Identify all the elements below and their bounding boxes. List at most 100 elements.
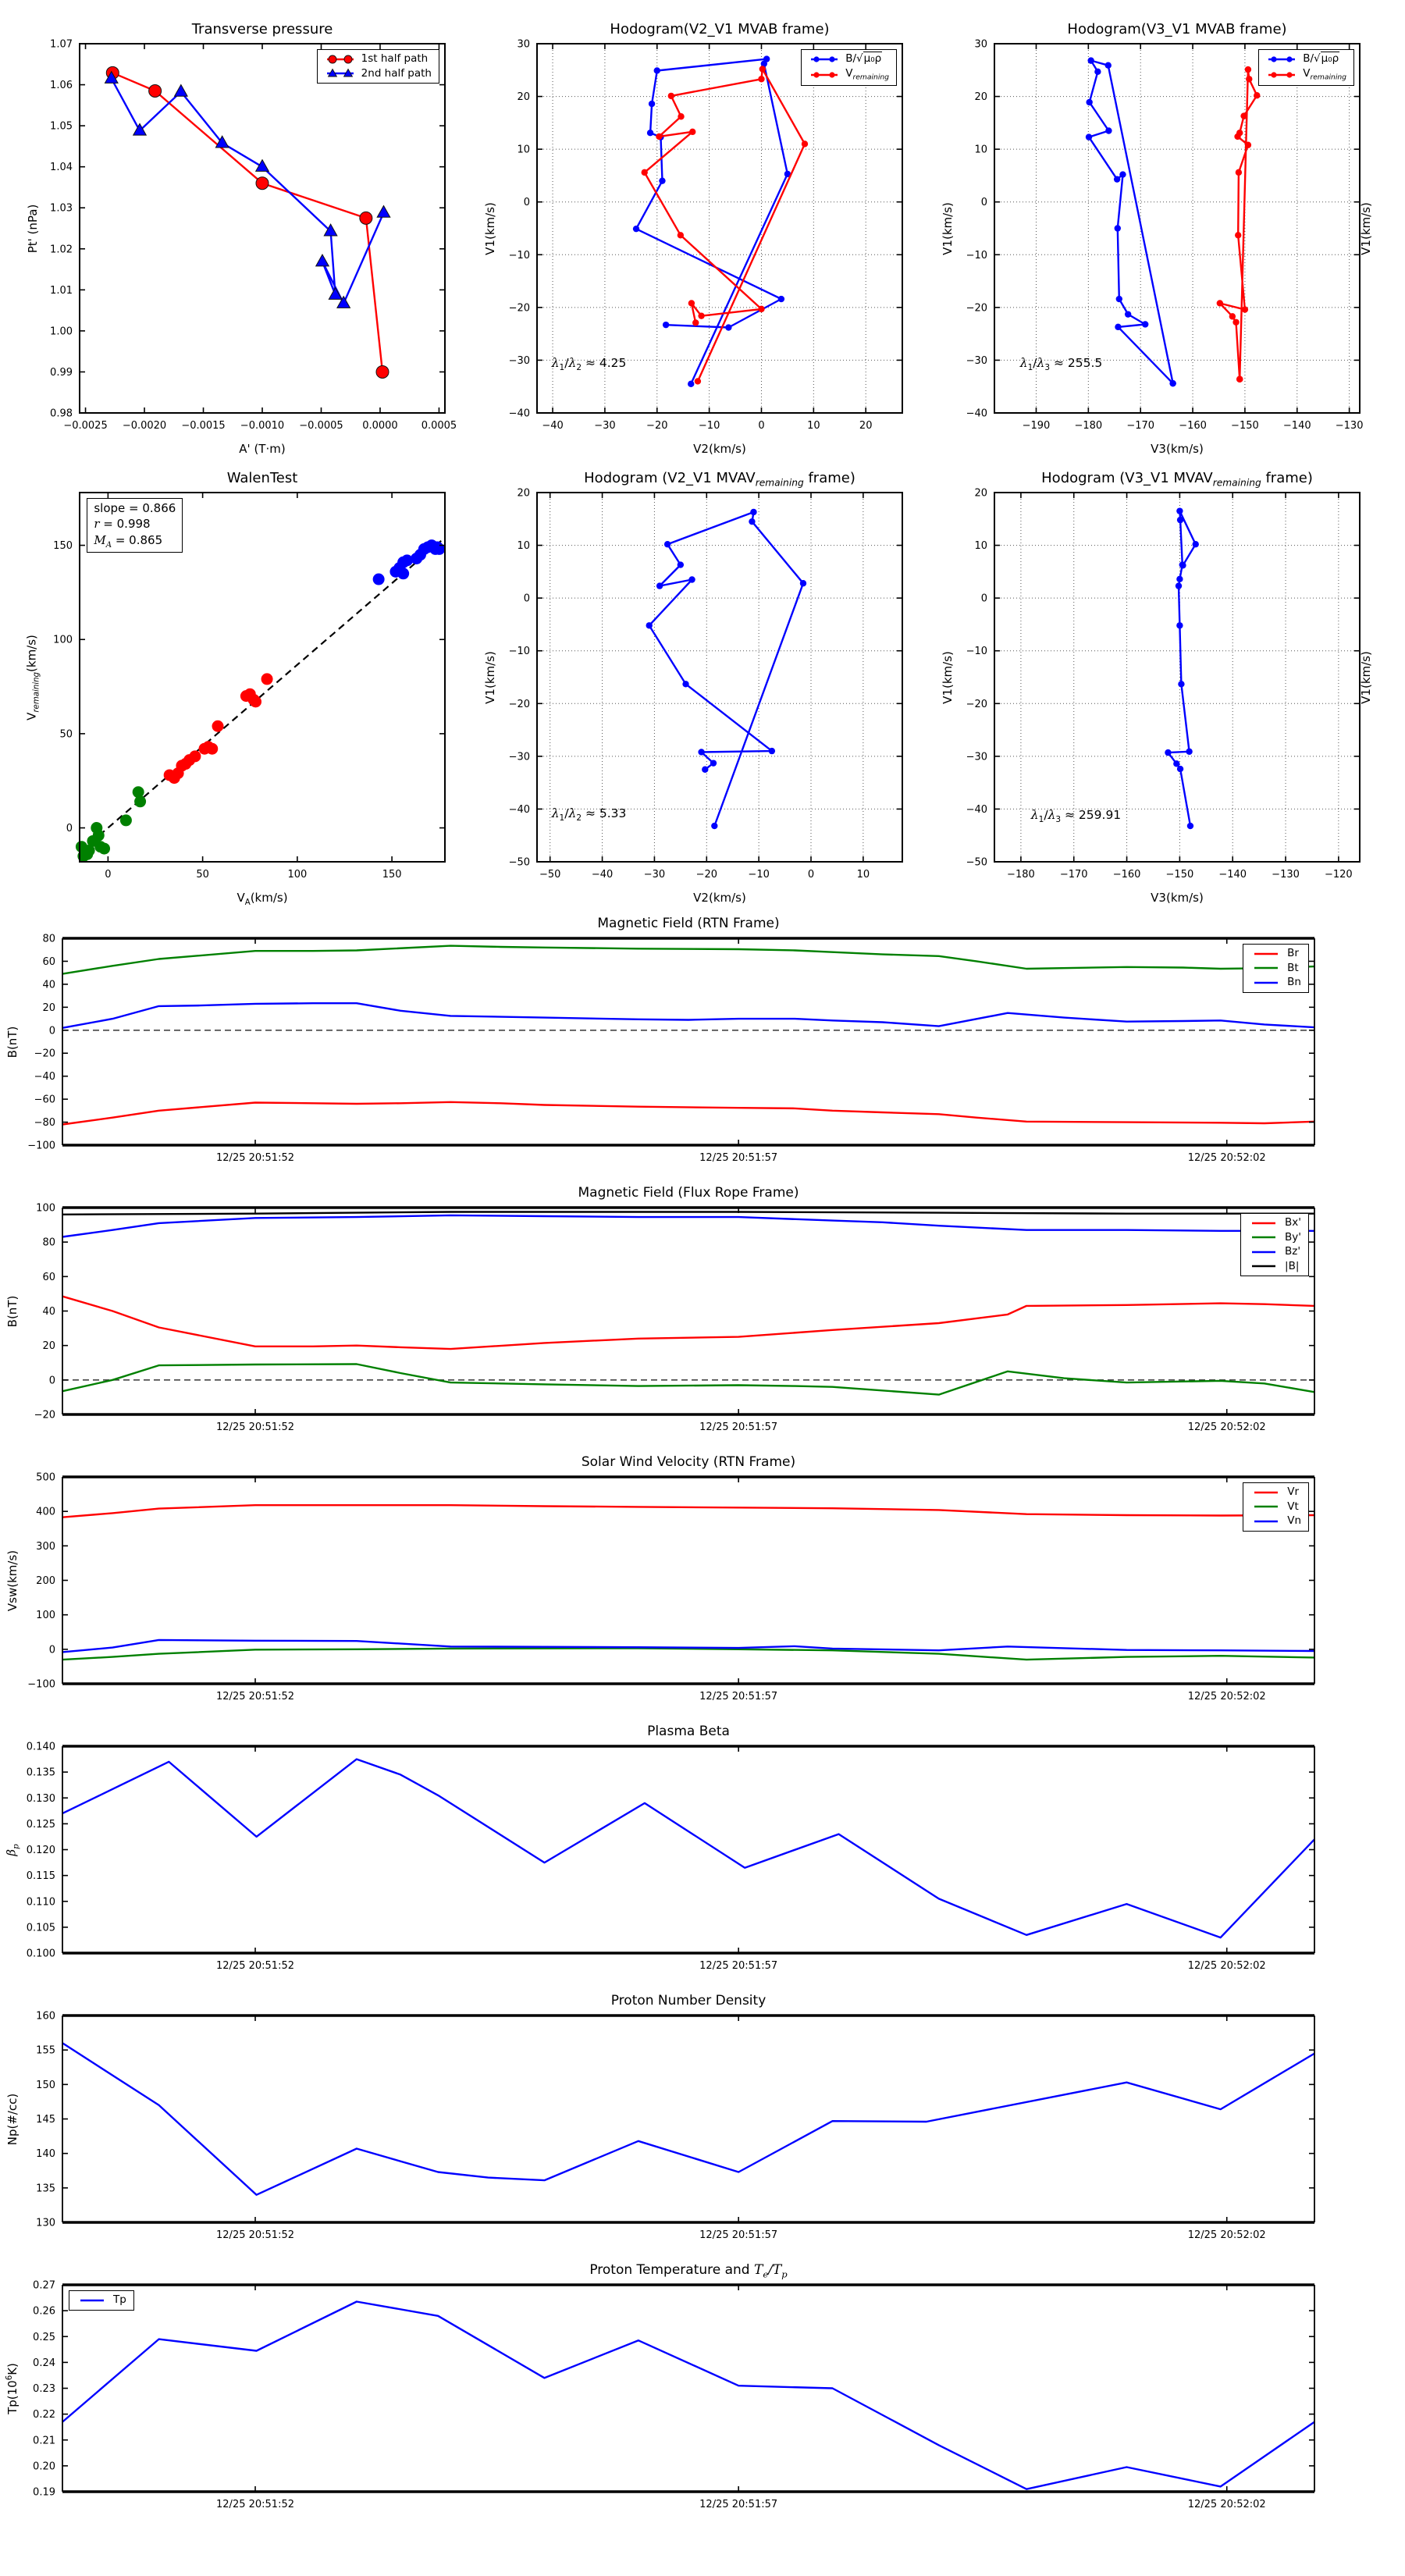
svg-text:−10: −10 [699,420,720,432]
chart-canvas: −50 −40 −30 −20 −10 0 10 −50 −40 −30 −20 −10 0 10 20 [509,488,903,881]
svg-text:0.120: 0.120 [27,1845,55,1856]
legend-label: Bt [1287,961,1299,974]
subplot-row-2: 0 50 100 150 0 50 100 150 WalenTest VA(km/s) Vrema… [0,461,1405,910]
legend-label: Vn [1287,1514,1301,1528]
svg-text:1.00: 1.00 [50,326,73,337]
svg-text:100: 100 [36,1610,55,1621]
chart-canvas: −40 −30 −20 −10 0 10 20 −40 −30 −20 −10 0 10 20 30 [509,39,903,432]
x-axis-label: V3(km/s) [1151,442,1204,456]
chart-title: Hodogram(V2_V1 MVAB frame) [610,21,830,37]
svg-text:0: 0 [49,1025,55,1037]
svg-text:−0.0015: −0.0015 [181,420,225,432]
y-axis-label: Vsw(km/s) [5,1550,20,1611]
chart-title: Hodogram (V2_V1 MVAVremaining frame) [584,470,855,489]
svg-text:0.110: 0.110 [27,1896,55,1908]
legend-item: B/√μ₀ρ [1266,52,1346,66]
svg-text:135: 135 [36,2183,55,2194]
svg-text:20: 20 [859,420,873,432]
chart-legend: Bx' By' Bz' |B| [1240,1213,1309,1277]
svg-text:80: 80 [42,1237,55,1249]
chart-title: Hodogram (V3_V1 MVAVremaining frame) [1041,470,1313,489]
svg-text:−170: −170 [1126,420,1154,432]
svg-text:1.03: 1.03 [50,203,73,215]
svg-text:0.23: 0.23 [33,2383,55,2395]
chart-canvas: 12/25 20:51:52 12/25 20:51:57 12/25 20:52:… [27,1742,1315,1972]
svg-text:0.20: 0.20 [33,2460,55,2472]
svg-text:−180: −180 [1007,869,1035,881]
chart-annotation: slope = 0.866 r = 0.998 MA = 0.865 [87,498,183,553]
svg-text:−20: −20 [509,699,530,710]
svg-text:1.02: 1.02 [50,244,73,255]
chart-canvas: 12/25 20:51:52 12/25 20:51:57 12/25 20:52:… [33,2280,1315,2510]
svg-text:−20: −20 [646,420,667,432]
svg-text:0: 0 [981,593,987,605]
svg-text:130: 130 [36,2218,55,2229]
legend-item: By' [1248,1231,1301,1244]
x-axis-label: V3(km/s) [1151,891,1204,905]
svg-text:150: 150 [36,2080,55,2091]
svg-text:−50: −50 [966,857,987,869]
chart-canvas: 12/25 20:51:52 12/25 20:51:57 12/25 20:52:… [27,1472,1315,1703]
svg-text:0.24: 0.24 [33,2357,55,2369]
legend-label: Bz' [1285,1245,1301,1258]
y-axis-label: Vremaining(km/s) [24,634,41,720]
legend-item: |B| [1248,1259,1301,1273]
svg-text:1.06: 1.06 [50,80,73,91]
svg-text:12/25 20:51:57: 12/25 20:51:57 [699,1960,777,1972]
svg-text:12/25 20:52:02: 12/25 20:52:02 [1188,1691,1266,1703]
legend-item: Vt [1250,1500,1301,1514]
svg-text:500: 500 [36,1472,55,1484]
svg-text:−160: −160 [1179,420,1207,432]
legend-label: Tp [113,2293,126,2306]
y-axis-label: V1(km/s) [483,650,497,704]
svg-text:20: 20 [517,488,530,500]
svg-text:20: 20 [42,1002,55,1014]
svg-text:40: 40 [42,979,55,991]
legend-label: Bn [1287,976,1301,989]
svg-text:−20: −20 [34,1410,55,1421]
chart-title: WalenTest [226,470,298,486]
legend-label: Vt [1287,1500,1299,1513]
svg-text:−40: −40 [966,408,987,420]
chart-title: Magnetic Field (RTN Frame) [597,916,780,931]
svg-text:200: 200 [36,1575,55,1587]
svg-text:−40: −40 [592,869,613,881]
svg-text:0.99: 0.99 [50,367,73,379]
svg-text:−30: −30 [509,355,530,367]
svg-text:12/25 20:52:02: 12/25 20:52:02 [1188,2229,1266,2241]
svg-text:0: 0 [758,420,764,432]
svg-text:145: 145 [36,2114,55,2126]
hodogram-v2v1-mvav-chart: −50 −40 −30 −20 −10 0 10 −50 −40 −30 −20 −10 0 10 20 Ho… [479,461,916,910]
svg-text:0: 0 [524,197,530,208]
chart-canvas: −190 −180 −170 −160 −150 −140 −130 −40 −30 −20 −10… [966,39,1364,432]
svg-text:0.25: 0.25 [33,2332,55,2343]
chart-annotation: λ1/λ3 ≈ 255.5 [1019,355,1103,372]
legend-item: Vremaining [809,66,889,82]
svg-text:−30: −30 [644,869,665,881]
legend-item: Vremaining [1266,67,1346,82]
svg-text:12/25 20:51:57: 12/25 20:51:57 [699,1152,777,1164]
legend-label: Vr [1287,1485,1299,1498]
svg-text:−50: −50 [509,857,530,869]
svg-text:−40: −40 [542,420,563,432]
chart-annotation: λ1/λ3 ≈ 259.91 [1030,808,1122,825]
svg-text:12/25 20:52:02: 12/25 20:52:02 [1188,2499,1266,2510]
proton-density-chart: 12/25 20:51:52 12/25 20:51:57 12/25 20:52:… [0,1987,1335,2257]
svg-text:0.27: 0.27 [33,2280,55,2292]
chart-title: Solar Wind Velocity (RTN Frame) [581,1454,796,1470]
legend-label: |B| [1285,1259,1300,1272]
svg-text:−100: −100 [27,1679,55,1691]
y-axis-label: V1(km/s) [483,201,497,255]
svg-text:0: 0 [49,1375,55,1386]
legend-item: Bn [1250,977,1301,989]
legend-label: Vremaining [845,66,889,82]
svg-text:−40: −40 [34,1071,55,1083]
svg-text:100: 100 [287,869,307,881]
legend-item: Vr [1250,1485,1301,1499]
svg-text:300: 300 [36,1541,55,1553]
svg-text:10: 10 [517,540,530,552]
svg-text:12/25 20:51:52: 12/25 20:51:52 [216,2229,294,2241]
svg-text:12/25 20:52:02: 12/25 20:52:02 [1188,1421,1266,1433]
svg-text:30: 30 [517,39,530,51]
svg-text:0.125: 0.125 [27,1819,55,1831]
